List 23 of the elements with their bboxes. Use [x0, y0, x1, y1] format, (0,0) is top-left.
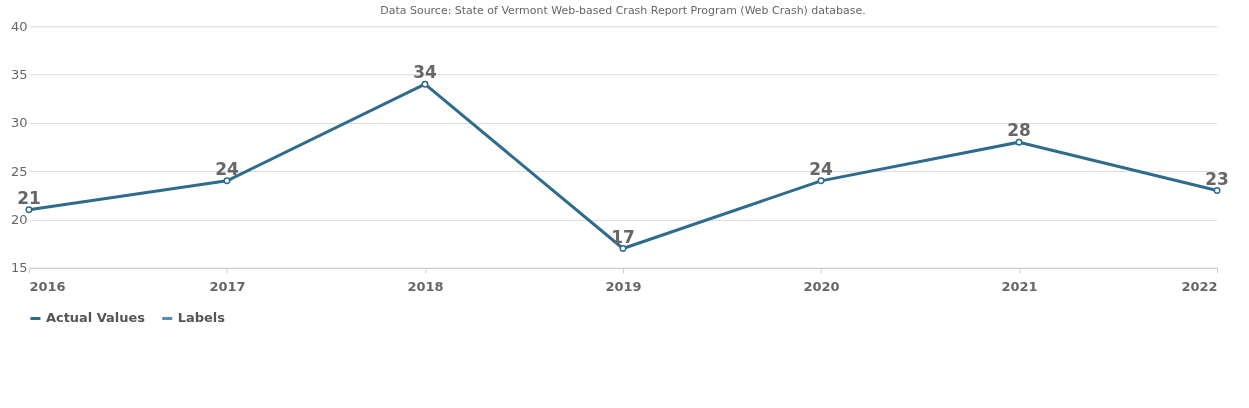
y-tick-label: 40 [10, 18, 28, 34]
x-tick-label: 2019 [605, 279, 642, 295]
x-tick-label: 2017 [209, 279, 246, 295]
x-tick-label: 2021 [1001, 279, 1038, 295]
y-tick-label: 15 [10, 260, 28, 276]
x-tick-label: 2016 [29, 279, 66, 295]
data-label: 24 [215, 158, 239, 179]
data-label: 23 [1205, 168, 1229, 189]
y-tick-label: 20 [10, 212, 28, 228]
data-label: 21 [17, 187, 41, 208]
x-tick-label: 2020 [803, 279, 840, 295]
data-label: 34 [413, 62, 437, 83]
data-label: 28 [1007, 120, 1031, 141]
data-label: 17 [611, 226, 635, 247]
data-label: 24 [809, 158, 834, 179]
x-tick-label: 2022 [1181, 279, 1218, 295]
legend-label: Actual Values [45, 310, 146, 326]
y-tick-label: 30 [10, 115, 28, 131]
y-tick-label: 35 [10, 67, 28, 83]
y-tick-label: 25 [10, 163, 28, 179]
legend-label: Labels [177, 310, 226, 326]
source-note: Data Source: State of Vermont Web-based Crash Report Program (Web Crash) database. [380, 4, 866, 18]
x-tick-label: 2018 [407, 279, 444, 295]
